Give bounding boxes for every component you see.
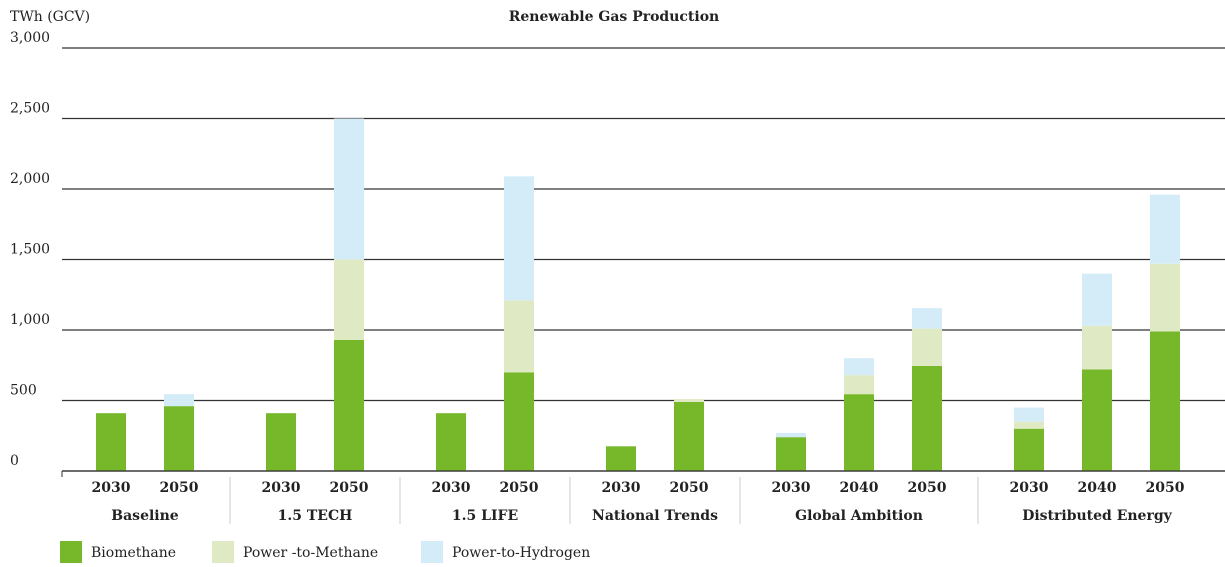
bar-segment bbox=[164, 406, 194, 471]
bar-segment bbox=[1082, 273, 1112, 326]
bar-segment bbox=[334, 259, 364, 340]
x-tick-label: 2030 bbox=[92, 480, 131, 496]
bar-segment bbox=[334, 118, 364, 260]
bar-segment bbox=[164, 394, 194, 407]
x-tick-label: 2040 bbox=[1078, 480, 1117, 496]
y-tick-label: 3,000 bbox=[10, 30, 50, 46]
bar-segment bbox=[674, 399, 704, 402]
x-tick-label: 2030 bbox=[262, 480, 301, 496]
x-tick-label: 2030 bbox=[432, 480, 471, 496]
bar-segment bbox=[334, 339, 364, 471]
legend-label: Power -to-Methane bbox=[243, 545, 378, 561]
bar-segment bbox=[844, 375, 874, 395]
x-tick-label: 2050 bbox=[908, 480, 947, 496]
x-tick-label: 2050 bbox=[160, 480, 199, 496]
bar-segment bbox=[1014, 428, 1044, 471]
bar-segment bbox=[504, 372, 534, 471]
bar-segment bbox=[674, 401, 704, 471]
bar-segment bbox=[1150, 263, 1180, 332]
bar-segment bbox=[912, 365, 942, 471]
group-label: National Trends bbox=[592, 508, 718, 524]
x-tick-label: 2050 bbox=[670, 480, 709, 496]
legend-swatch bbox=[60, 541, 82, 563]
bar-segment bbox=[504, 176, 534, 301]
legend-swatch bbox=[421, 541, 443, 563]
y-tick-label: 2,000 bbox=[10, 171, 50, 187]
y-tick-label: 1,500 bbox=[10, 242, 50, 258]
bar-segment bbox=[912, 308, 942, 329]
group-label: 1.5 LIFE bbox=[452, 508, 518, 524]
bar-segment bbox=[844, 358, 874, 376]
group-label: Distributed Energy bbox=[1022, 508, 1172, 524]
y-tick-label: 500 bbox=[10, 383, 37, 399]
bar-segment bbox=[776, 437, 806, 471]
bar-segment bbox=[1014, 421, 1044, 429]
bar-segment bbox=[844, 394, 874, 471]
x-tick-label: 2030 bbox=[602, 480, 641, 496]
y-tick-label: 0 bbox=[10, 453, 19, 469]
x-tick-label: 2040 bbox=[840, 480, 879, 496]
x-tick-label: 2050 bbox=[1146, 480, 1185, 496]
x-tick-label: 2050 bbox=[330, 480, 369, 496]
legend-swatch bbox=[212, 541, 234, 563]
bar-segment bbox=[436, 413, 466, 471]
y-tick-label: 2,500 bbox=[10, 101, 50, 117]
x-tick-label: 2030 bbox=[1010, 480, 1049, 496]
group-label: 1.5 TECH bbox=[278, 508, 353, 524]
y-tick-label: 1,000 bbox=[10, 312, 50, 328]
group-label: Baseline bbox=[111, 508, 179, 524]
bar-segment bbox=[504, 300, 534, 373]
x-tick-label: 2030 bbox=[772, 480, 811, 496]
bar-segment bbox=[776, 432, 806, 438]
bar-segment bbox=[266, 413, 296, 471]
bar-segment bbox=[606, 446, 636, 471]
x-tick-label: 2050 bbox=[500, 480, 539, 496]
bar-segment bbox=[1014, 407, 1044, 422]
bar-segment bbox=[1082, 325, 1112, 370]
bar-segment bbox=[912, 328, 942, 366]
bar-segment bbox=[1082, 369, 1112, 471]
bar-segment bbox=[1150, 331, 1180, 471]
bar-segment bbox=[1150, 194, 1180, 264]
legend-label: Biomethane bbox=[91, 545, 176, 561]
chart-title: Renewable Gas Production bbox=[509, 9, 719, 25]
group-label: Global Ambition bbox=[795, 508, 923, 524]
legend-label: Power-to-Hydrogen bbox=[452, 545, 590, 561]
bar-segment bbox=[96, 413, 126, 471]
y-axis-label: TWh (GCV) bbox=[10, 9, 90, 25]
